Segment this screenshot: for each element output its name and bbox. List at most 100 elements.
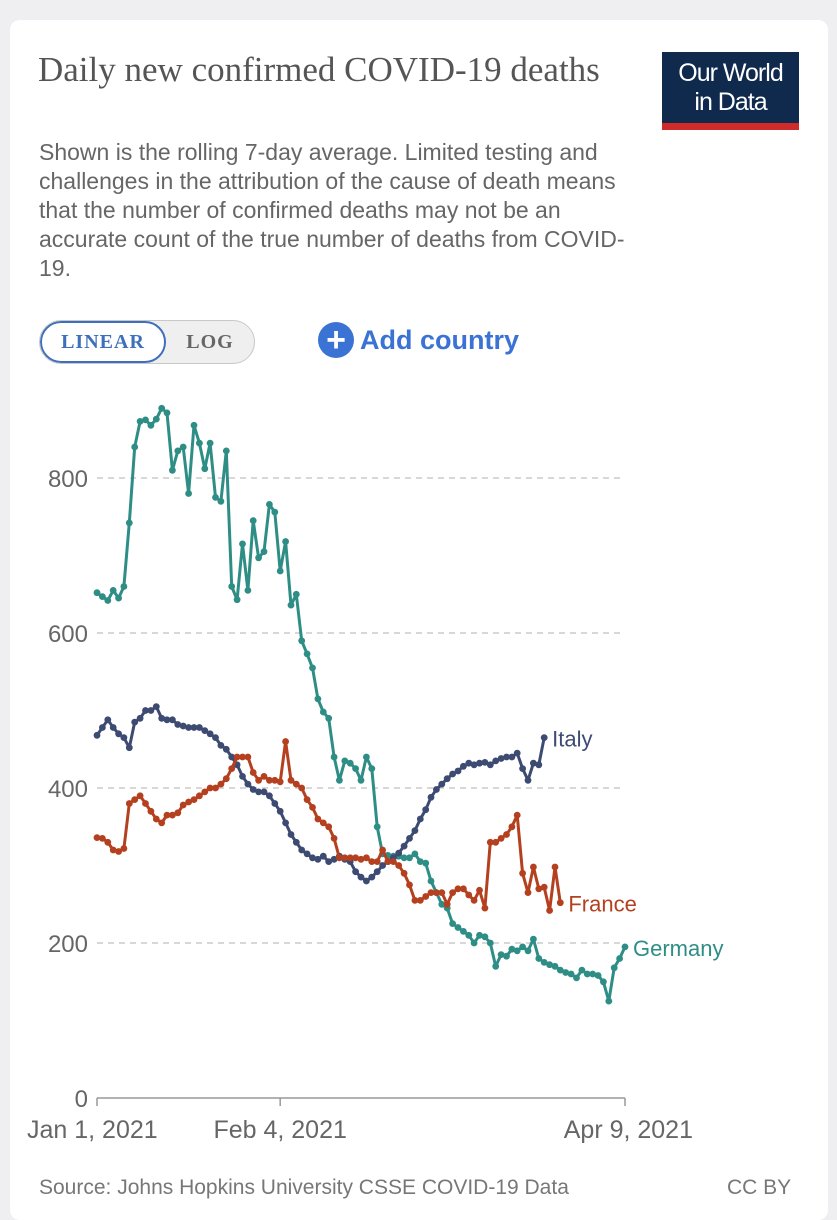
data-point-italy-7 bbox=[131, 718, 139, 726]
data-point-france-21 bbox=[206, 784, 214, 792]
chart-title: Daily new confirmed COVID-19 deaths bbox=[38, 50, 600, 89]
data-point-italy-83 bbox=[540, 734, 548, 741]
data-point-france-3 bbox=[109, 846, 117, 854]
data-point-germany-25 bbox=[228, 583, 236, 590]
y-tick-label-600: 600 bbox=[48, 621, 88, 648]
data-point-france-72 bbox=[481, 904, 489, 912]
data-point-germany-62 bbox=[427, 877, 435, 885]
data-point-france-10 bbox=[147, 807, 155, 815]
data-point-germany-45 bbox=[336, 776, 343, 784]
data-point-italy-12 bbox=[158, 714, 166, 722]
data-point-italy-56 bbox=[395, 849, 403, 857]
data-point-germany-89 bbox=[573, 974, 580, 982]
x-tick-label-1: Feb 4, 2021 bbox=[213, 1116, 346, 1144]
data-point-france-16 bbox=[179, 801, 187, 809]
data-point-germany-5 bbox=[120, 583, 128, 590]
data-point-italy-51 bbox=[368, 873, 376, 881]
data-point-italy-15 bbox=[174, 721, 182, 728]
data-point-france-82 bbox=[535, 885, 543, 893]
data-point-germany-69 bbox=[465, 931, 473, 939]
data-point-france-22 bbox=[212, 784, 219, 792]
data-point-germany-31 bbox=[260, 548, 268, 555]
data-point-france-50 bbox=[363, 854, 370, 862]
data-point-france-34 bbox=[276, 778, 284, 786]
data-point-france-61 bbox=[422, 893, 430, 900]
data-point-italy-59 bbox=[411, 827, 419, 834]
data-point-germany-23 bbox=[217, 497, 225, 505]
data-point-italy-40 bbox=[309, 854, 316, 862]
scale-toggle: LINEAR LOG bbox=[39, 320, 255, 364]
data-point-france-7 bbox=[131, 796, 139, 803]
data-point-germany-84 bbox=[546, 961, 553, 969]
data-point-germany-46 bbox=[341, 757, 349, 765]
linear-scale-button[interactable]: LINEAR bbox=[40, 321, 166, 363]
logo-line-1: Our World bbox=[678, 59, 783, 87]
data-point-germany-76 bbox=[503, 952, 510, 960]
x-tick-label-2: Apr 9, 2021 bbox=[564, 1116, 693, 1144]
data-point-germany-10 bbox=[147, 421, 155, 429]
y-tick-label-0: 0 bbox=[75, 1086, 88, 1113]
data-point-germany-49 bbox=[357, 776, 365, 784]
data-point-italy-35 bbox=[282, 819, 289, 827]
data-point-italy-30 bbox=[255, 788, 262, 796]
data-point-france-68 bbox=[460, 885, 467, 893]
data-point-germany-52 bbox=[373, 823, 381, 831]
data-point-germany-71 bbox=[476, 931, 483, 939]
data-point-france-8 bbox=[136, 792, 144, 800]
data-point-italy-44 bbox=[330, 855, 338, 863]
chart-subtitle: Shown is the rolling 7-day average. Limi… bbox=[39, 139, 625, 281]
data-point-italy-66 bbox=[449, 770, 456, 778]
data-point-france-24 bbox=[222, 775, 230, 783]
series-label-germany: Germany bbox=[633, 936, 723, 961]
data-point-germany-85 bbox=[551, 962, 559, 970]
data-point-italy-42 bbox=[319, 852, 327, 860]
data-point-germany-73 bbox=[486, 939, 494, 947]
data-point-italy-31 bbox=[260, 788, 268, 796]
data-point-italy-82 bbox=[535, 761, 543, 769]
data-point-france-31 bbox=[260, 773, 268, 780]
data-point-germany-64 bbox=[438, 900, 446, 908]
data-point-germany-57 bbox=[400, 854, 408, 862]
chart-card bbox=[10, 20, 828, 1220]
data-point-germany-58 bbox=[406, 854, 413, 862]
data-point-france-62 bbox=[427, 889, 435, 896]
data-point-italy-9 bbox=[142, 707, 149, 714]
data-point-germany-13 bbox=[163, 409, 171, 417]
data-point-france-64 bbox=[438, 889, 446, 896]
data-point-italy-50 bbox=[363, 877, 370, 885]
data-point-germany-97 bbox=[616, 955, 623, 962]
data-point-france-49 bbox=[357, 855, 365, 863]
data-point-france-13 bbox=[163, 811, 171, 819]
data-point-italy-39 bbox=[303, 850, 311, 858]
data-point-germany-17 bbox=[185, 490, 193, 497]
license-link[interactable]: CC BY bbox=[727, 1176, 792, 1199]
data-point-italy-34 bbox=[276, 807, 284, 815]
data-point-france-80 bbox=[524, 889, 532, 896]
log-scale-button[interactable]: LOG bbox=[186, 330, 234, 353]
data-point-germany-16 bbox=[179, 443, 187, 451]
data-point-germany-34 bbox=[276, 567, 284, 575]
data-point-france-38 bbox=[298, 784, 306, 792]
data-point-france-15 bbox=[174, 809, 182, 817]
owid-logo[interactable]: Our World in Data bbox=[662, 52, 799, 130]
source-note[interactable]: Source: Johns Hopkins University CSSE CO… bbox=[39, 1176, 569, 1199]
data-point-france-23 bbox=[217, 780, 225, 788]
add-country-button[interactable]: + Add country bbox=[318, 320, 519, 360]
data-point-germany-50 bbox=[363, 753, 370, 761]
data-point-france-25 bbox=[228, 765, 236, 772]
data-point-italy-69 bbox=[465, 759, 473, 767]
data-point-france-65 bbox=[443, 900, 451, 908]
data-point-france-83 bbox=[540, 883, 548, 891]
data-point-italy-76 bbox=[503, 753, 510, 761]
data-point-italy-52 bbox=[373, 868, 381, 876]
data-point-france-42 bbox=[319, 819, 327, 827]
data-point-france-28 bbox=[244, 753, 252, 761]
data-point-france-74 bbox=[492, 838, 500, 846]
data-point-italy-16 bbox=[179, 722, 187, 730]
data-point-germany-28 bbox=[244, 587, 252, 594]
data-point-italy-28 bbox=[244, 780, 252, 788]
data-point-italy-68 bbox=[460, 762, 467, 770]
data-point-italy-3 bbox=[109, 724, 117, 731]
data-point-italy-18 bbox=[190, 724, 198, 731]
data-point-italy-25 bbox=[228, 753, 236, 761]
